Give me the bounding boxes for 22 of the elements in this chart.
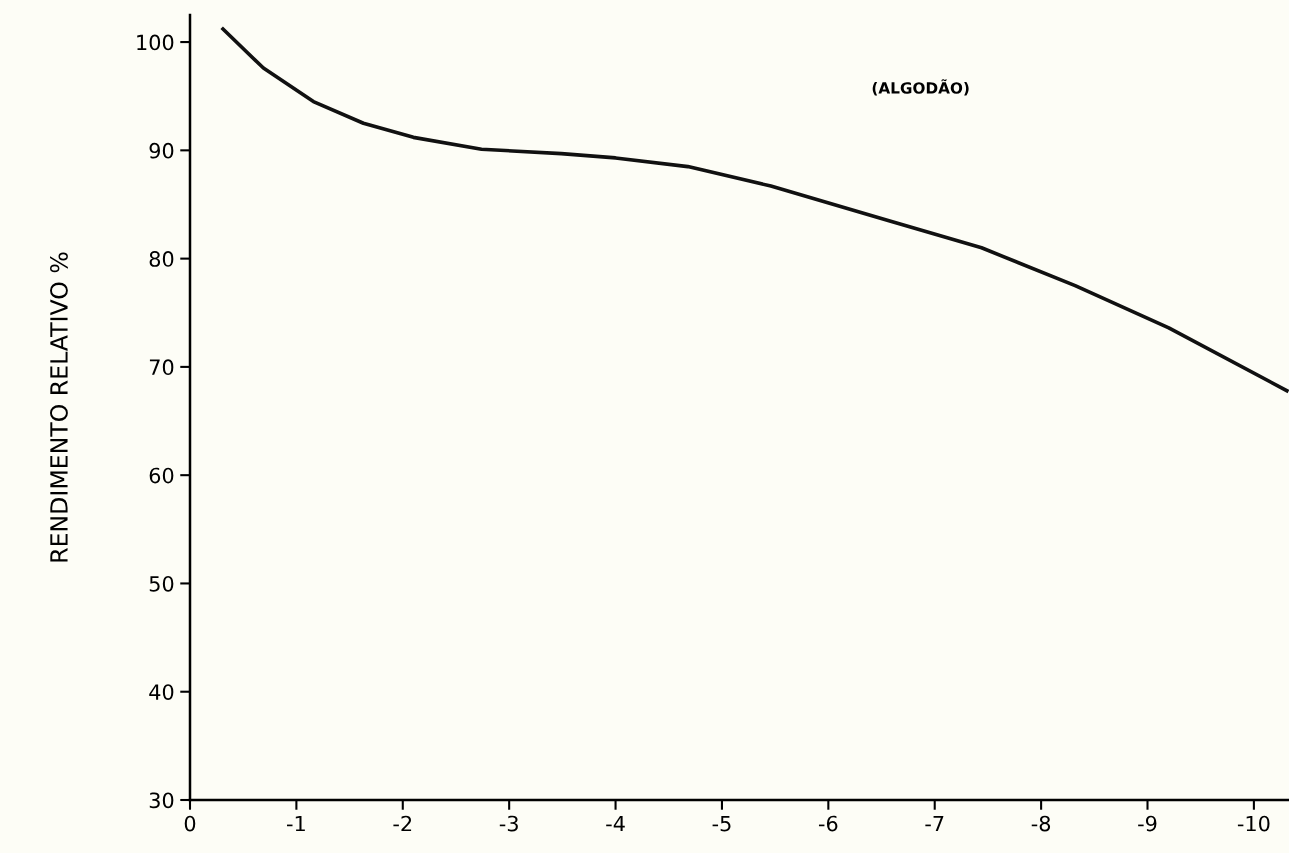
- x-tick-label: 0: [184, 815, 196, 832]
- x-tick-label: -3: [499, 815, 518, 832]
- annotation: (ALGODÃO): [872, 79, 969, 96]
- y-tick-label: 50: [149, 575, 174, 592]
- x-tick-label: -7: [925, 815, 944, 832]
- y-tick-label: 80: [149, 251, 174, 267]
- y-tick-label: 40: [149, 684, 174, 700]
- x-tick-label: -8: [1031, 815, 1051, 832]
- x-tick-label: -5: [712, 815, 731, 832]
- x-tick-label: -4: [606, 815, 625, 832]
- y-tick-label: 90: [149, 142, 174, 159]
- y-tick-label: 100: [137, 34, 174, 51]
- x-tick-label: -6: [818, 815, 838, 832]
- x-tick-label: -1: [287, 815, 305, 832]
- y-tick-label: 30: [149, 792, 174, 809]
- y-tick-label: 70: [149, 359, 174, 376]
- x-tick-label: -2: [393, 815, 412, 832]
- x-tick-label: -10: [1237, 815, 1270, 832]
- line-series: [221, 27, 1289, 393]
- x-tick-label: -9: [1138, 815, 1157, 832]
- y-axis-title: RENDIMENTO RELATIVO %: [50, 252, 68, 562]
- y-tick-label: 60: [149, 467, 174, 484]
